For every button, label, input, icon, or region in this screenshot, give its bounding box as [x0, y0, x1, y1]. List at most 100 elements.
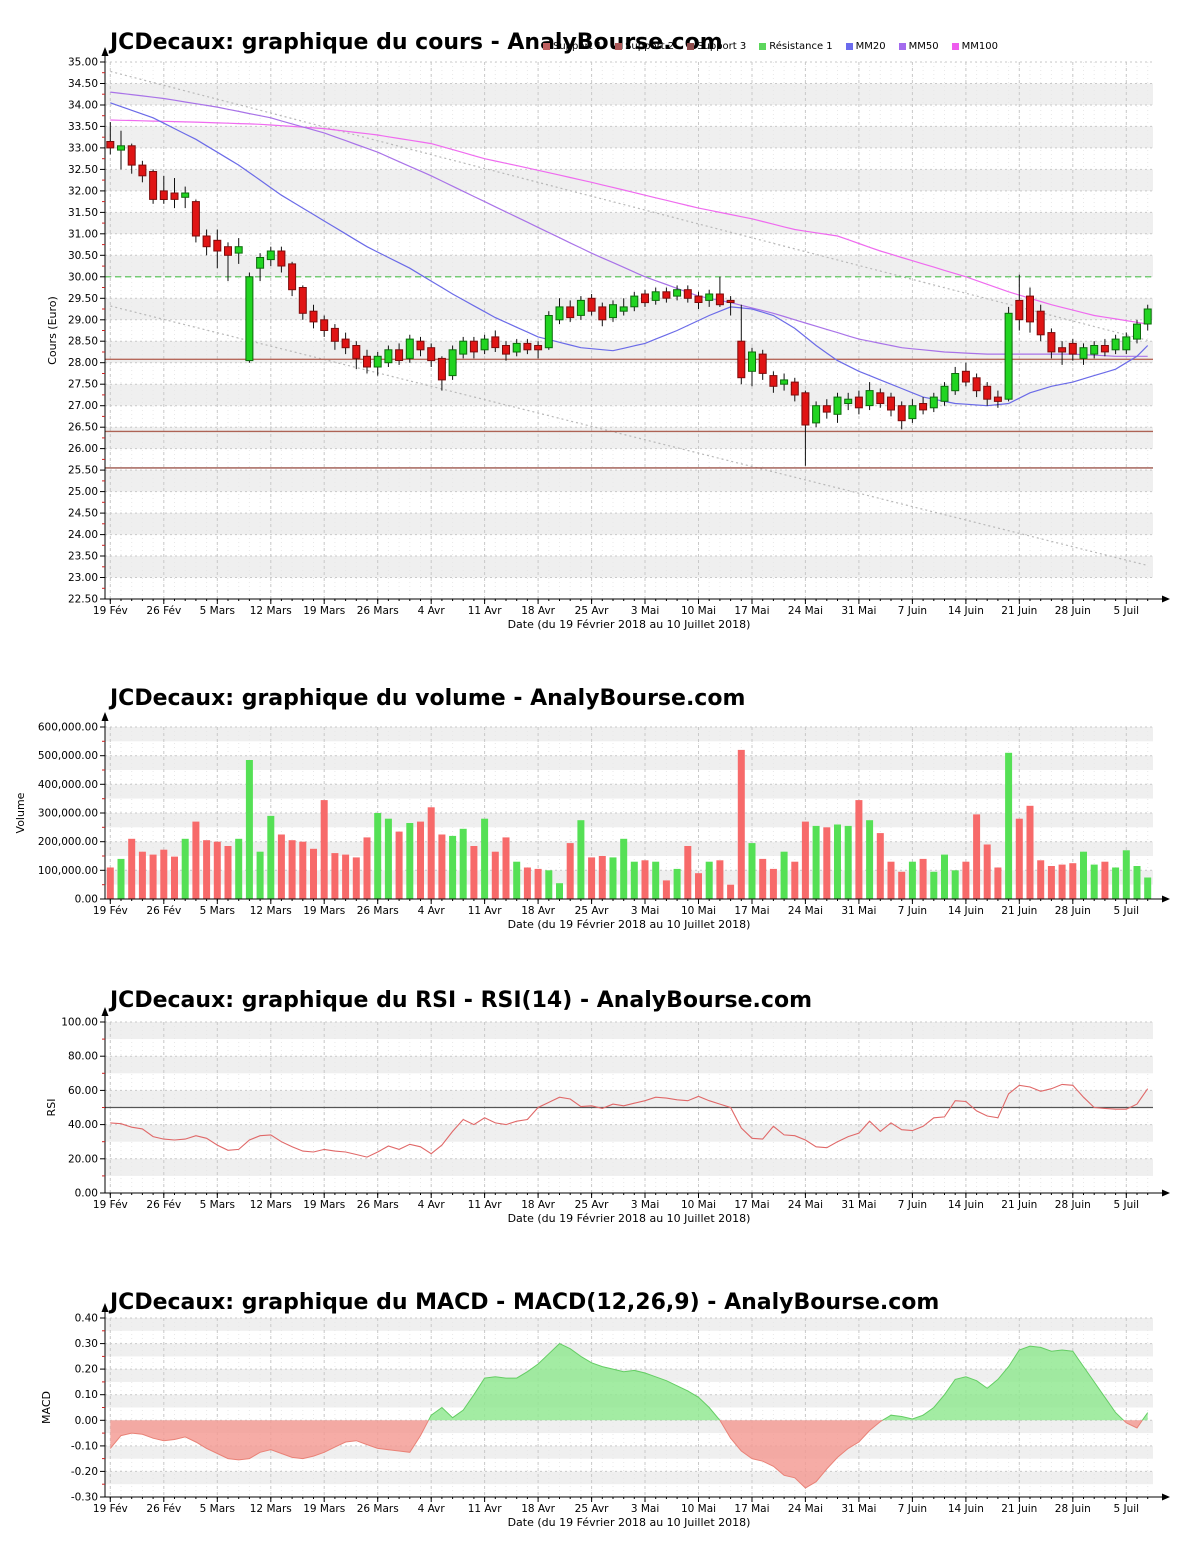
svg-text:17 Mai: 17 Mai [734, 1503, 769, 1515]
svg-text:18 Avr: 18 Avr [521, 605, 555, 617]
svg-text:7 Juin: 7 Juin [898, 1503, 927, 1515]
svg-text:3 Mai: 3 Mai [631, 905, 659, 917]
svg-text:24 Mai: 24 Mai [788, 1503, 823, 1515]
svg-text:400,000.00: 400,000.00 [38, 779, 98, 791]
svg-text:0.00: 0.00 [75, 1415, 98, 1427]
svg-text:4 Avr: 4 Avr [418, 605, 446, 617]
svg-text:10 Mai: 10 Mai [681, 1503, 716, 1515]
svg-text:0.20: 0.20 [75, 1364, 98, 1376]
svg-text:3 Mai: 3 Mai [631, 1503, 659, 1515]
svg-text:26.00: 26.00 [68, 443, 98, 455]
svg-text:19 Mars: 19 Mars [303, 905, 345, 917]
candlesticks [106, 122, 1152, 466]
svg-text:Date (du 19 Février 2018 au 10: Date (du 19 Février 2018 au 10 Juillet 2… [508, 1212, 751, 1225]
svg-text:14 Juin: 14 Juin [948, 1199, 984, 1211]
svg-text:25 Avr: 25 Avr [575, 605, 609, 617]
legend-swatch-icon [687, 43, 695, 50]
svg-text:100.00: 100.00 [61, 1017, 98, 1029]
svg-text:31 Mai: 31 Mai [841, 1503, 876, 1515]
svg-text:0.40: 0.40 [75, 1313, 98, 1325]
svg-text:0.10: 0.10 [75, 1389, 98, 1401]
svg-text:100,000.00: 100,000.00 [38, 865, 98, 877]
svg-text:7 Juin: 7 Juin [898, 605, 927, 617]
svg-text:12 Mars: 12 Mars [250, 1199, 292, 1211]
svg-text:12 Mars: 12 Mars [250, 905, 292, 917]
svg-text:80.00: 80.00 [68, 1051, 98, 1063]
svg-text:26 Fév: 26 Fév [146, 1503, 181, 1515]
svg-text:28 Juin: 28 Juin [1055, 605, 1091, 617]
svg-text:11 Avr: 11 Avr [468, 605, 502, 617]
svg-text:24 Mai: 24 Mai [788, 1199, 823, 1211]
legend-swatch-icon [759, 43, 767, 50]
svg-text:21 Juin: 21 Juin [1001, 1503, 1037, 1515]
svg-text:28.50: 28.50 [68, 336, 98, 348]
volume-plot-area [105, 726, 1153, 900]
svg-text:26 Fév: 26 Fév [146, 905, 181, 917]
svg-text:19 Fév: 19 Fév [93, 1199, 128, 1211]
svg-text:26 Fév: 26 Fév [146, 605, 181, 617]
svg-text:20.00: 20.00 [68, 1153, 98, 1165]
svg-text:7 Juin: 7 Juin [898, 1199, 927, 1211]
svg-text:27.00: 27.00 [68, 400, 98, 412]
svg-text:30.50: 30.50 [68, 250, 98, 262]
legend-item-support-1: Support 1 [543, 41, 602, 52]
svg-text:MACD: MACD [40, 1391, 53, 1424]
moving-averages [110, 91, 1149, 407]
legend-item-mm100: MM100 [951, 41, 998, 52]
legend-label: MM20 [855, 41, 886, 52]
svg-text:19 Fév: 19 Fév [93, 1503, 128, 1515]
legend-label: Support 1 [553, 41, 603, 52]
svg-text:Date (du 19 Février 2018 au 10: Date (du 19 Février 2018 au 10 Juillet 2… [508, 1516, 751, 1529]
svg-text:19 Fév: 19 Fév [93, 905, 128, 917]
svg-text:34.00: 34.00 [68, 99, 98, 111]
svg-text:24.00: 24.00 [68, 529, 98, 541]
svg-text:29.00: 29.00 [68, 314, 98, 326]
svg-text:18 Avr: 18 Avr [521, 905, 555, 917]
svg-text:32.00: 32.00 [68, 185, 98, 197]
svg-text:4 Avr: 4 Avr [418, 1503, 446, 1515]
legend-label: MM100 [961, 41, 998, 52]
svg-text:31.00: 31.00 [68, 228, 98, 240]
svg-text:0.00: 0.00 [75, 1188, 98, 1200]
svg-text:3 Mai: 3 Mai [631, 605, 659, 617]
svg-text:31 Mai: 31 Mai [841, 905, 876, 917]
legend-item-support-3: Support 3 [687, 41, 746, 52]
legend-label: Résistance 1 [769, 41, 833, 52]
svg-text:5 Mars: 5 Mars [200, 605, 235, 617]
legend-label: MM50 [908, 41, 939, 52]
svg-text:26 Mars: 26 Mars [357, 1503, 399, 1515]
svg-text:29.50: 29.50 [68, 293, 98, 305]
svg-text:26.50: 26.50 [68, 422, 98, 434]
svg-text:12 Mars: 12 Mars [250, 1503, 292, 1515]
legend-label: Support 3 [697, 41, 747, 52]
svg-text:24.50: 24.50 [68, 508, 98, 520]
svg-text:25 Avr: 25 Avr [575, 1503, 609, 1515]
legend-swatch-icon [615, 43, 623, 50]
svg-text:14 Juin: 14 Juin [948, 605, 984, 617]
svg-text:26 Mars: 26 Mars [357, 905, 399, 917]
svg-text:18 Avr: 18 Avr [521, 1503, 555, 1515]
svg-text:17 Mai: 17 Mai [734, 1199, 769, 1211]
svg-text:Date (du 19 Février 2018 au 10: Date (du 19 Février 2018 au 10 Juillet 2… [508, 918, 751, 931]
legend-item-résistance-1: Résistance 1 [759, 41, 833, 52]
svg-text:10 Mai: 10 Mai [681, 605, 716, 617]
svg-text:21 Juin: 21 Juin [1001, 905, 1037, 917]
svg-text:24 Mai: 24 Mai [788, 605, 823, 617]
svg-text:31 Mai: 31 Mai [841, 605, 876, 617]
svg-text:34.50: 34.50 [68, 78, 98, 90]
macd-axes: -0.30 -0.20 -0.10 0.00 0.10 0.20 0.30 0.40 19 Fé… [40, 1303, 1170, 1529]
svg-text:11 Avr: 11 Avr [468, 1199, 502, 1211]
svg-text:17 Mai: 17 Mai [734, 905, 769, 917]
svg-text:4 Avr: 4 Avr [418, 1199, 446, 1211]
svg-text:4 Avr: 4 Avr [418, 905, 446, 917]
svg-text:60.00: 60.00 [68, 1085, 98, 1097]
svg-text:5 Mars: 5 Mars [200, 1199, 235, 1211]
svg-text:10 Mai: 10 Mai [681, 905, 716, 917]
rsi-plot-area [105, 1021, 1153, 1194]
svg-text:23.50: 23.50 [68, 551, 98, 563]
svg-text:Volume: Volume [14, 792, 27, 833]
svg-text:200,000.00: 200,000.00 [38, 836, 98, 848]
price-axes: 22.50 23.00 23.50 24.00 24.50 25.00 25.50 26.00… [46, 47, 1170, 631]
svg-text:0.30: 0.30 [75, 1338, 98, 1350]
